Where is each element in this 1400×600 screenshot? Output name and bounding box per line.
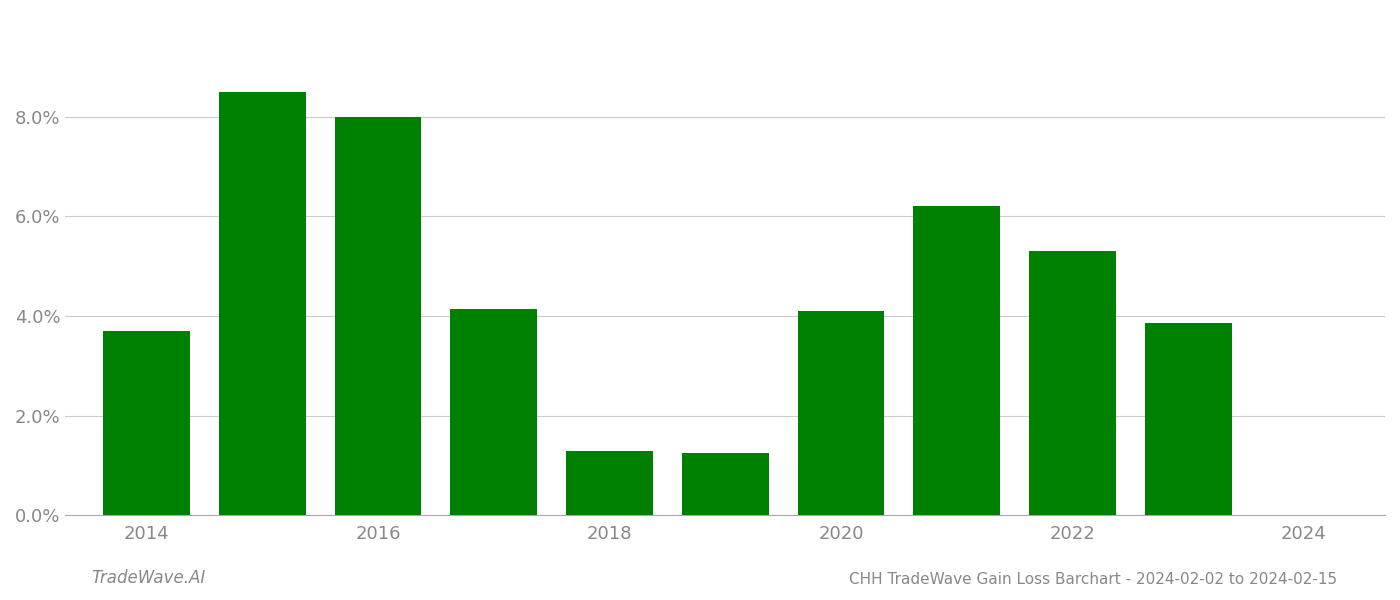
- Bar: [218, 92, 305, 515]
- Text: CHH TradeWave Gain Loss Barchart - 2024-02-02 to 2024-02-15: CHH TradeWave Gain Loss Barchart - 2024-…: [848, 572, 1337, 587]
- Bar: [335, 116, 421, 515]
- Bar: [566, 451, 652, 515]
- Bar: [1145, 323, 1232, 515]
- Text: TradeWave.AI: TradeWave.AI: [91, 569, 206, 587]
- Bar: [913, 206, 1000, 515]
- Bar: [1029, 251, 1116, 515]
- Bar: [451, 308, 538, 515]
- Bar: [104, 331, 190, 515]
- Bar: [798, 311, 885, 515]
- Bar: [682, 453, 769, 515]
